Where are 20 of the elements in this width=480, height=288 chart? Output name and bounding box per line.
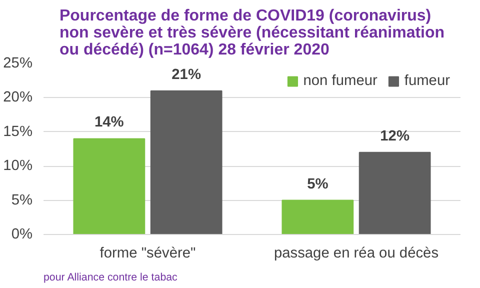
legend-label: non fumeur: [303, 73, 378, 89]
x-tick-label: forme "sévère": [100, 246, 196, 262]
bar: [150, 90, 222, 234]
x-tick-label: passage en réa ou décès: [274, 246, 439, 262]
legend-label: fumeur: [404, 73, 450, 89]
y-tick-label: 20%: [3, 90, 33, 106]
data-label: 12%: [380, 128, 410, 144]
text: pour Alliance contre le tabac: [44, 272, 178, 284]
data-label: 5%: [307, 176, 328, 192]
data-label: 14%: [94, 114, 124, 131]
y-tick-label: 10%: [3, 158, 33, 174]
bar: [358, 152, 431, 234]
chart-title: Pourcentage de forme de COVID19 (coronavirus) non sevère et très sévère (nécessitant réanimation ou décédé) (n=1064) 28 février 2020: [59, 8, 445, 58]
bar: [282, 200, 354, 234]
y-tick-label: 15%: [3, 124, 33, 140]
y-tick-label: 5%: [11, 192, 33, 208]
y-tick-label: 25%: [3, 56, 33, 72]
bar: [73, 138, 146, 234]
y-tick-label: 0%: [11, 226, 33, 242]
data-label: 21%: [172, 66, 201, 83]
